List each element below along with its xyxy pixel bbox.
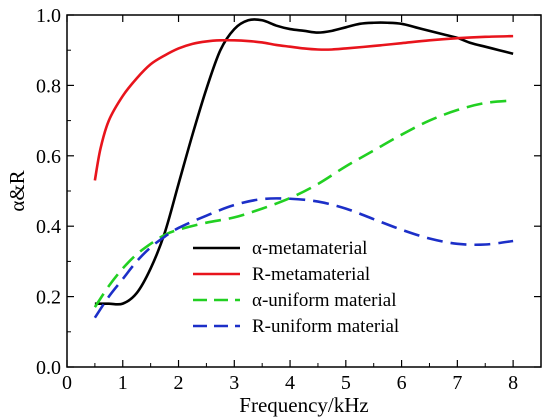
legend-label-1: R-metamaterial [252, 264, 370, 285]
series-line-3 [93, 197, 514, 319]
y-tick-label-0: 0.0 [36, 357, 61, 379]
x-tick-label-2: 2 [174, 372, 184, 394]
legend-label-3: R-uniform material [252, 316, 399, 337]
legend-label-0: α-metamaterial [252, 238, 367, 259]
y-tick-label-1: 0.2 [36, 287, 61, 309]
x-tick-label-7: 7 [452, 372, 462, 394]
series-line-1 [93, 34, 514, 181]
x-tick-label-0: 0 [62, 372, 72, 394]
y-tick-label-5: 1.0 [36, 5, 61, 27]
x-tick-label-1: 1 [118, 372, 128, 394]
ticks-layer: 0 1 2 3 4 5 6 7 8 0.0 0.2 0.4 0.6 0.8 1.0 [36, 5, 541, 394]
legend: α-metamaterial R-metamaterial α-uniform ma… [193, 238, 399, 337]
series-line-2 [93, 99, 514, 308]
x-tick-label-6: 6 [397, 372, 407, 394]
x-tick-label-5: 5 [341, 372, 351, 394]
series-line-0 [94, 18, 514, 306]
series-layer [93, 18, 514, 319]
y-axis-title: α&R [5, 170, 29, 211]
x-tick-label-8: 8 [508, 372, 518, 394]
y-tick-label-3: 0.6 [36, 146, 61, 168]
legend-label-2: α-uniform material [252, 290, 397, 311]
x-axis-title: Frequency/kHz [239, 393, 368, 417]
x-tick-label-3: 3 [229, 372, 239, 394]
y-tick-label-2: 0.4 [36, 216, 61, 238]
y-tick-label-4: 0.8 [36, 75, 61, 97]
x-tick-label-4: 4 [285, 372, 295, 394]
